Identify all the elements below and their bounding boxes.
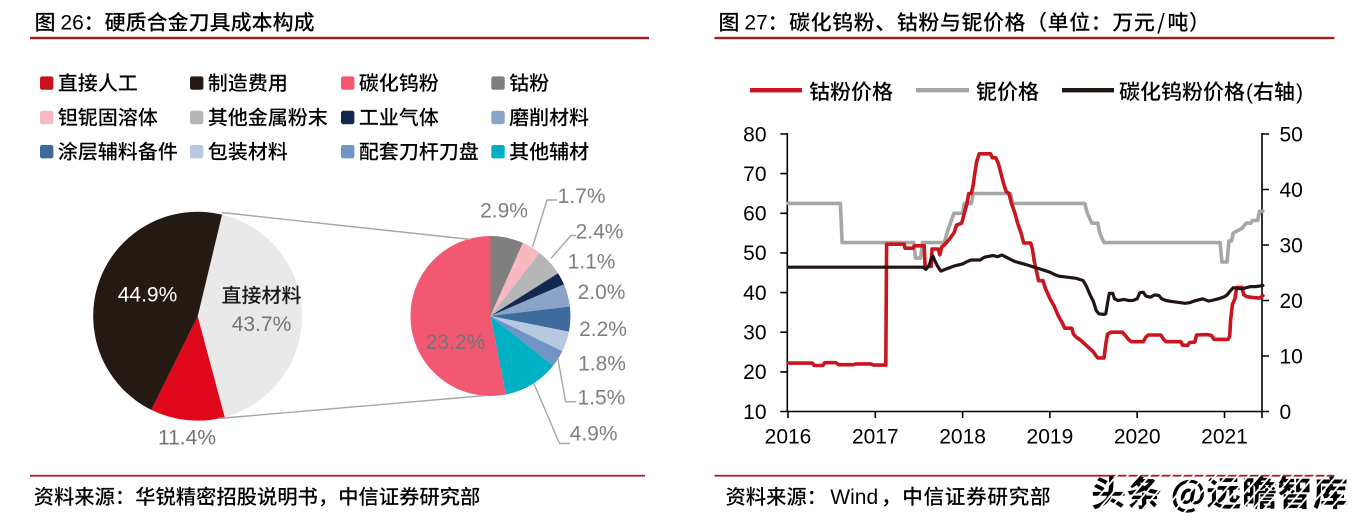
svg-text:44.9%: 44.9% — [118, 284, 178, 307]
svg-text:(: ( — [1246, 81, 1253, 104]
svg-text:27: 27 — [744, 12, 767, 35]
svg-text:43.7%: 43.7% — [232, 313, 292, 336]
svg-text:Wind: Wind — [830, 486, 878, 509]
svg-text:20: 20 — [743, 361, 766, 384]
svg-text:1.8%: 1.8% — [578, 352, 626, 375]
svg-text:2017: 2017 — [852, 426, 899, 449]
svg-text:30: 30 — [743, 322, 766, 345]
svg-text:50: 50 — [743, 242, 766, 265]
svg-text:11.4%: 11.4% — [158, 427, 216, 450]
svg-text:0: 0 — [1280, 401, 1292, 424]
svg-text:30: 30 — [1280, 234, 1303, 257]
svg-text:50: 50 — [1280, 123, 1303, 146]
svg-text:2.2%: 2.2% — [579, 318, 627, 341]
svg-text:60: 60 — [743, 203, 766, 226]
svg-text:2018: 2018 — [939, 426, 986, 449]
svg-text:4.9%: 4.9% — [570, 423, 618, 446]
svg-text:2.0%: 2.0% — [578, 281, 626, 304]
svg-text:40: 40 — [1280, 179, 1303, 202]
svg-text:1.7%: 1.7% — [558, 185, 606, 208]
svg-text:2016: 2016 — [765, 426, 812, 449]
svg-text:2019: 2019 — [1027, 426, 1074, 449]
svg-text:2.9%: 2.9% — [480, 199, 528, 222]
svg-text:20: 20 — [1280, 290, 1303, 313]
svg-text:10: 10 — [743, 401, 766, 424]
svg-text:1.5%: 1.5% — [577, 387, 625, 410]
svg-text:2.4%: 2.4% — [576, 221, 624, 244]
svg-text:26: 26 — [61, 12, 84, 35]
svg-text:23.2%: 23.2% — [426, 331, 486, 354]
svg-text:40: 40 — [743, 282, 766, 305]
svg-text:70: 70 — [743, 163, 766, 186]
svg-text:10: 10 — [1280, 345, 1303, 368]
svg-text:1.1%: 1.1% — [568, 251, 616, 274]
svg-text:80: 80 — [743, 123, 766, 146]
svg-text:2021: 2021 — [1201, 426, 1248, 449]
svg-text:): ) — [1296, 81, 1303, 104]
svg-text:2020: 2020 — [1114, 426, 1161, 449]
